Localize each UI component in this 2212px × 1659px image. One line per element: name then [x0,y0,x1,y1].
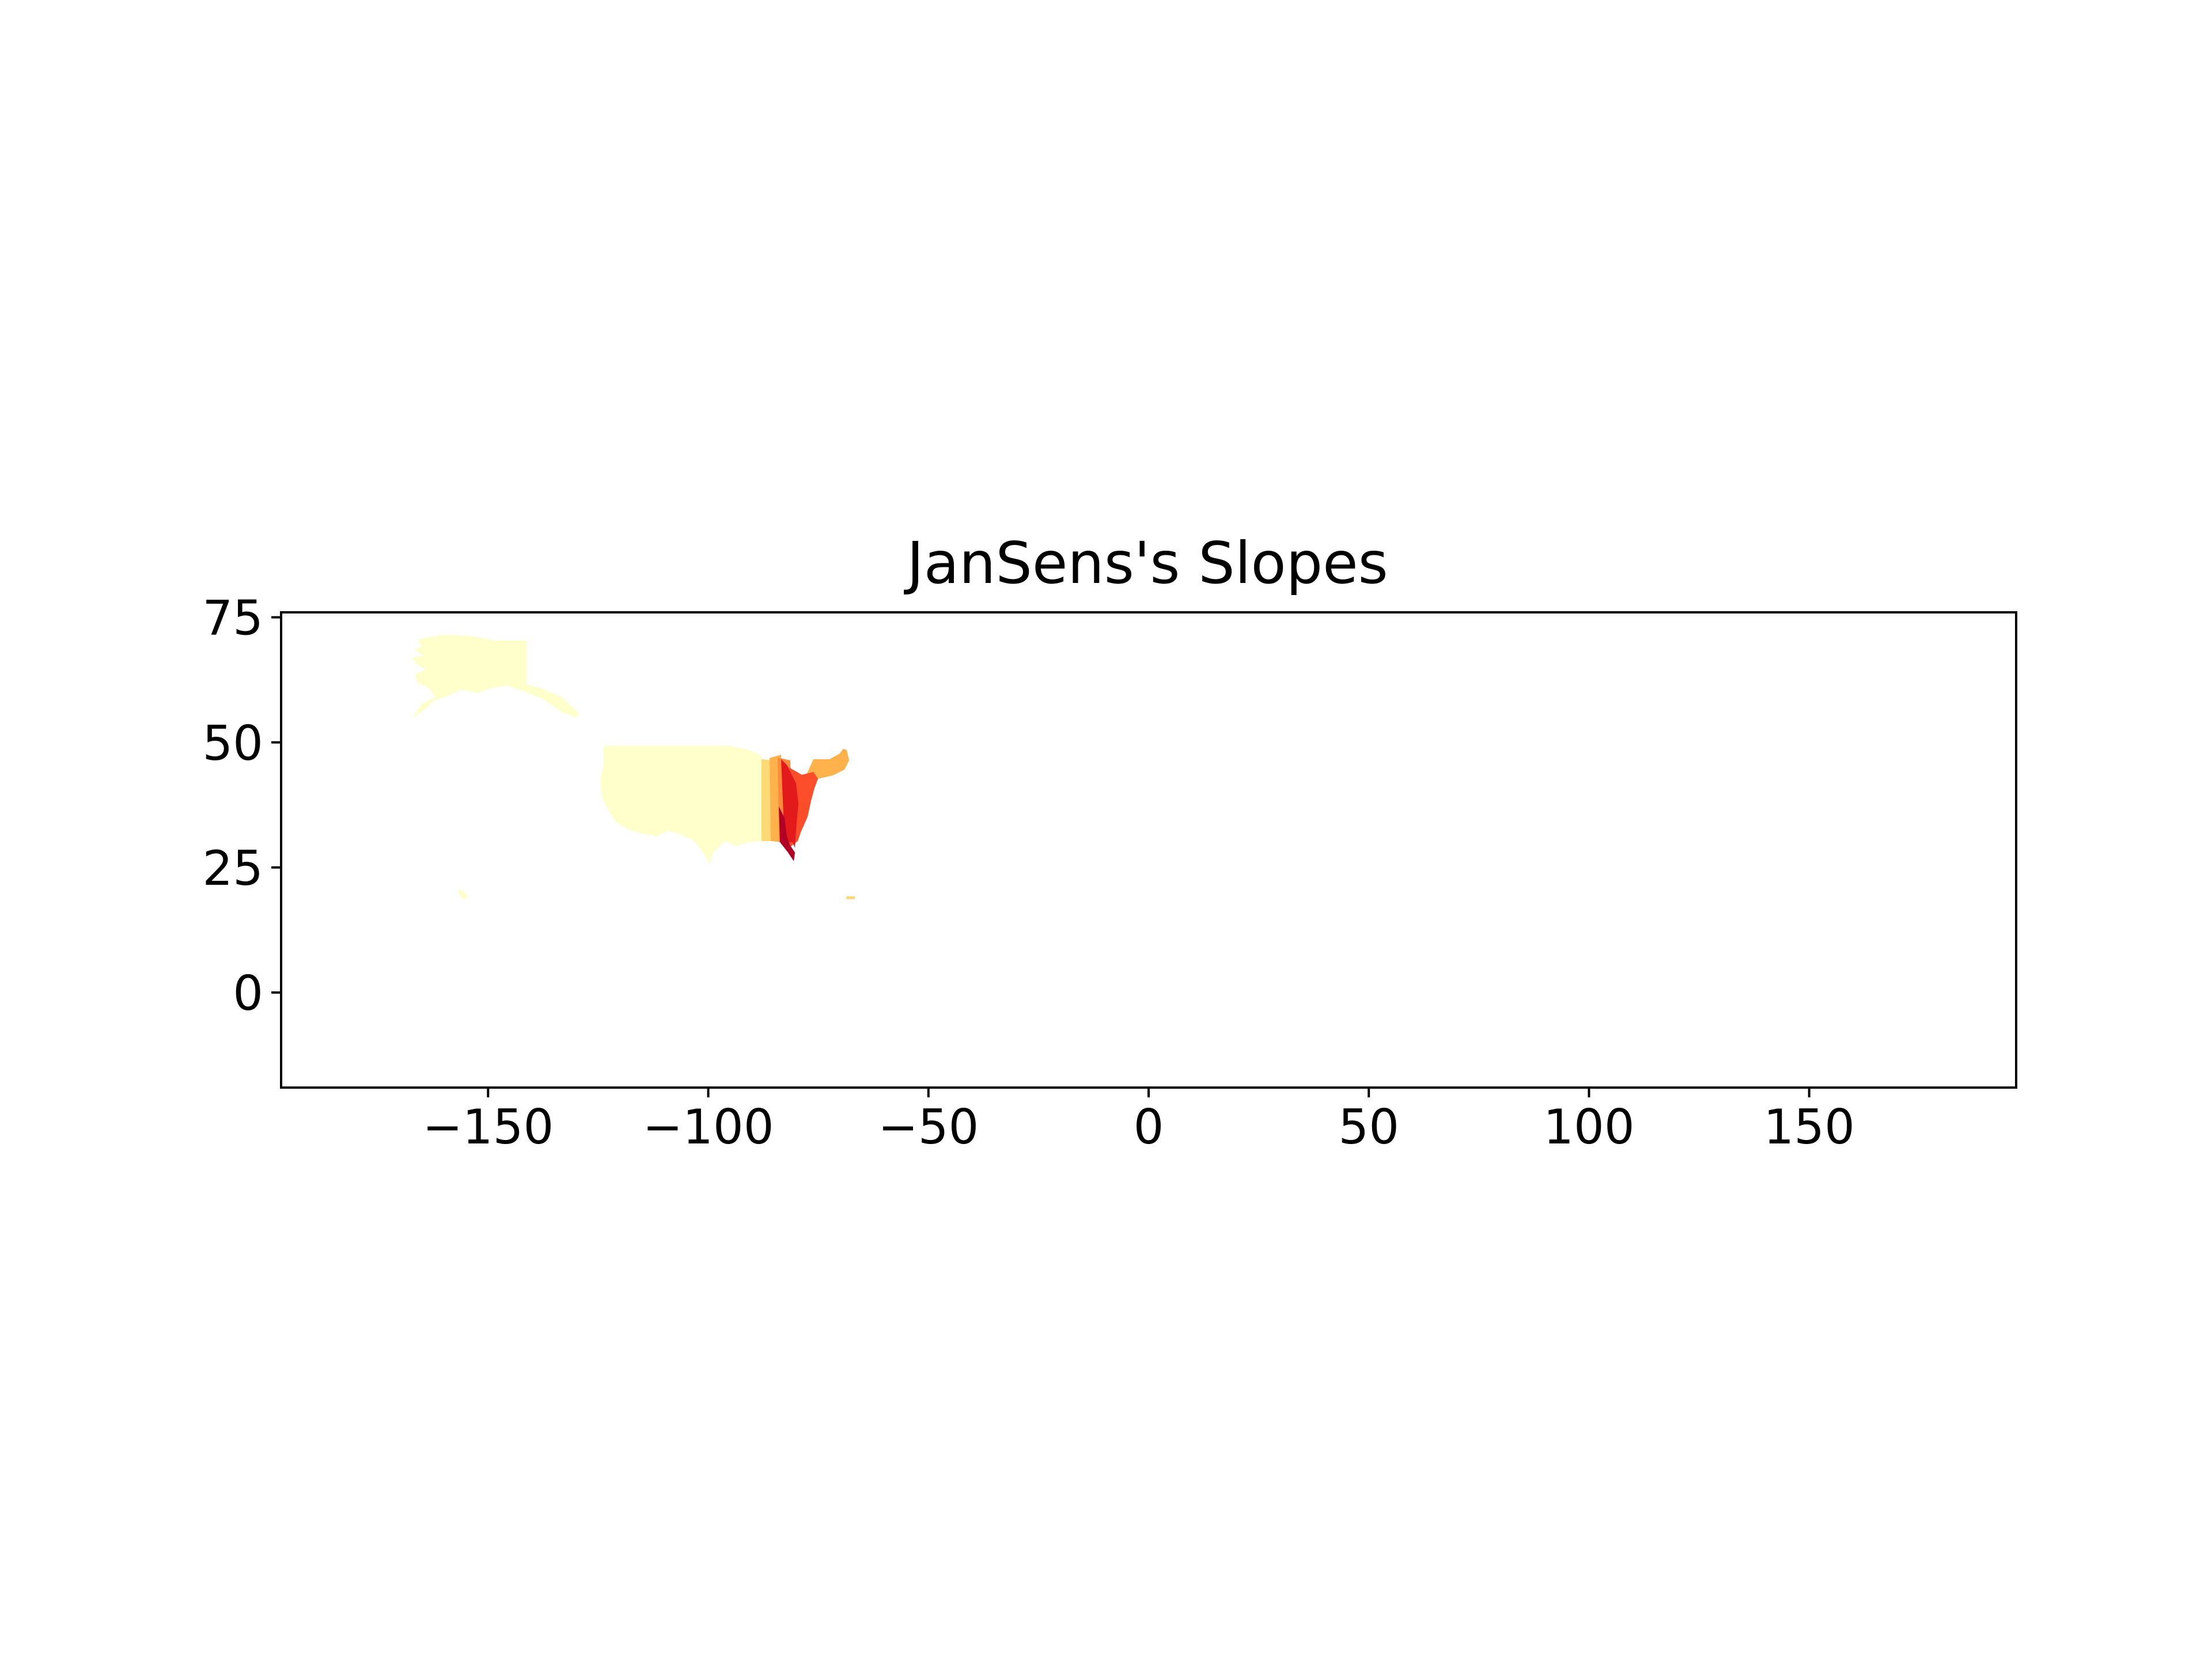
y-tick-label: 0 [233,965,263,1021]
y-tick-label: 25 [202,840,263,896]
chart-title: JanSens's Slopes [903,529,1388,597]
x-tick-label: −100 [643,1099,774,1155]
x-tick-label: 0 [1134,1099,1164,1155]
region-band-7 [779,806,795,861]
x-tick-label: −150 [422,1099,554,1155]
axes-frame [280,611,2017,1089]
region-hawaii [459,889,468,900]
map-plot-area [412,635,855,900]
x-tick-label: 100 [1543,1099,1634,1155]
y-tick-label: 50 [202,715,263,771]
y-axis: 75 50 25 0 [202,590,281,1021]
region-contiguous-us-west [600,746,766,864]
x-axis: −150 −100 −50 0 50 100 150 [422,1088,1855,1155]
region-alaska [412,635,579,718]
x-tick-label: 50 [1338,1099,1399,1155]
region-puerto-rico [846,896,855,899]
region-northeast [806,749,849,783]
y-tick-label: 75 [202,590,263,646]
x-tick-label: −50 [878,1099,979,1155]
x-tick-label: 150 [1763,1099,1854,1155]
